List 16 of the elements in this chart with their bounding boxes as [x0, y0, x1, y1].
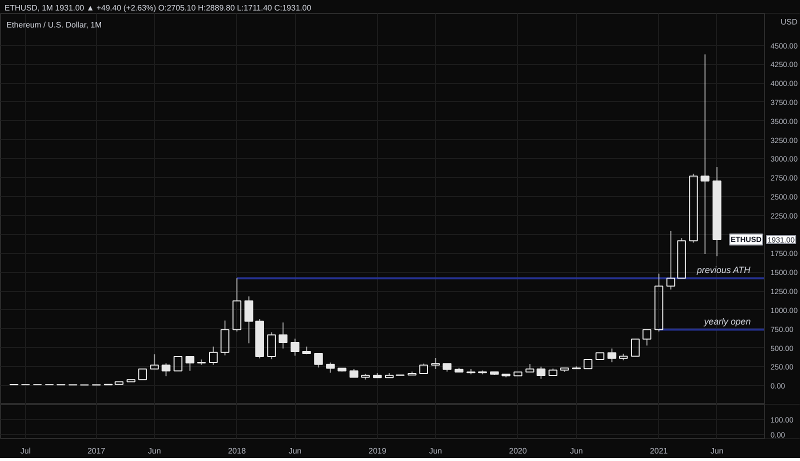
x-tick-label: 2018	[228, 446, 246, 456]
x-tick-label: Jun	[710, 446, 724, 456]
chart-title: ETHUSD, 1M 1931.00 ▲ +49.40 (+2.63%) O:2705.10 H:2889.80 L:1711.40 C:1931.00	[4, 4, 312, 12]
text: Ethereum / U.S. Dollar, 1M	[6, 20, 102, 30]
x-tick-label: 2017	[87, 446, 106, 456]
x-tick-label: 2019	[368, 446, 387, 456]
x-tick-label: Jul	[20, 446, 31, 456]
x-tick-label: 2021	[650, 446, 668, 456]
x-tick-label: 2020	[509, 446, 528, 456]
x-tick-label: Jun	[148, 446, 161, 456]
x-tick-label: Jun	[429, 446, 442, 456]
series-label: yearly open	[703, 316, 751, 327]
x-tick-label: Jun	[570, 446, 583, 456]
y-axis-title: USD	[780, 18, 798, 26]
x-tick-label: Jun	[288, 446, 302, 456]
series-label: previous ATH	[696, 265, 751, 276]
